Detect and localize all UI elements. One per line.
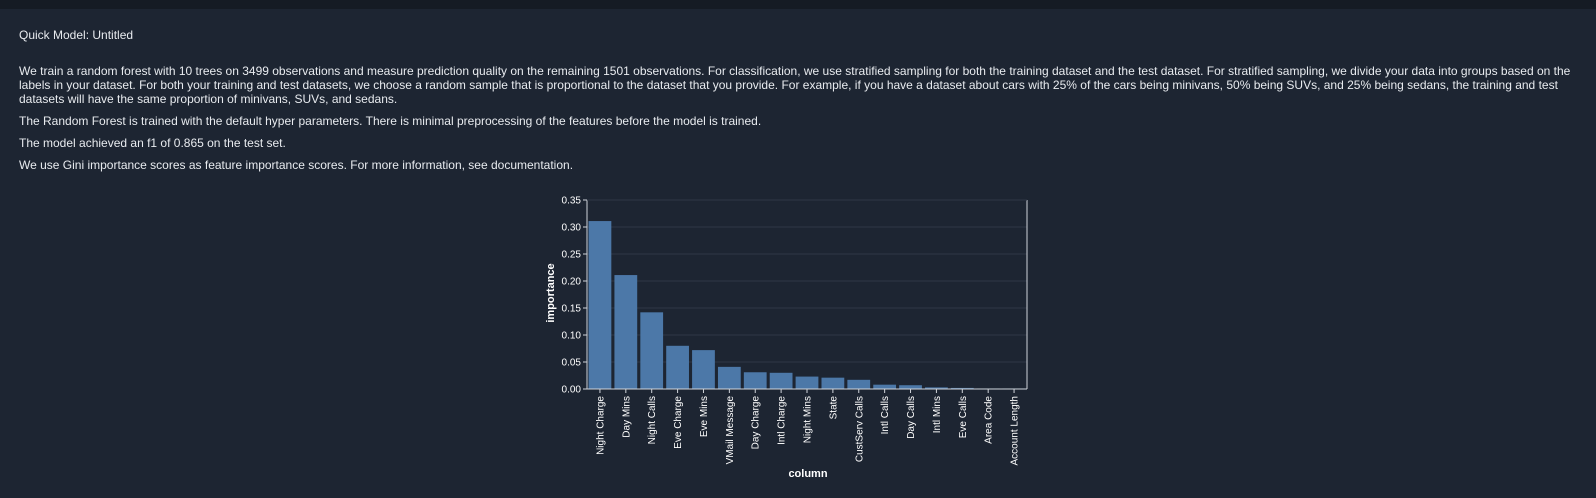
x-tick-label: CustServ Calls (854, 396, 865, 462)
axis-layer: 0.00 0.05 0.10 0.15 0.20 0.25 0.30 0.35 Night Ch… (562, 196, 1028, 466)
y-tick-label: 0.35 (562, 196, 582, 207)
bar (925, 387, 948, 389)
quick-model-panel: Quick Model: Untitled We train a random … (19, 28, 1589, 180)
y-tick-label: 0.00 (562, 385, 582, 396)
x-tick-label: Night Mins (803, 396, 814, 443)
x-tick-label: Eve Charge (673, 396, 684, 449)
y-tick-label: 0.15 (562, 304, 582, 315)
bar (692, 350, 715, 389)
description-paragraph-4: We use Gini importance scores as feature… (19, 158, 574, 172)
x-tick-label: Account Length (1010, 396, 1021, 466)
x-tick-label: State (828, 396, 839, 420)
x-tick-label: VMail Message (725, 396, 736, 465)
bar (717, 366, 741, 389)
y-axis-label: importance (545, 263, 557, 322)
x-tick-label: Day Charge (751, 396, 762, 450)
bar (899, 385, 922, 389)
x-tick-label: Day Mins (621, 396, 632, 438)
bar (640, 312, 664, 389)
bar (614, 275, 638, 389)
description-paragraph-1: We train a random forest with 10 trees o… (19, 64, 1571, 106)
bar (769, 372, 793, 389)
y-tick-label: 0.25 (562, 250, 582, 261)
x-tick-label: Area Code (984, 396, 995, 444)
description-paragraph-2: The Random Forest is trained with the de… (19, 114, 762, 128)
description-paragraph-3: The model achieved an f1 of 0.865 on the… (19, 136, 286, 150)
x-tick-label: Eve Mins (699, 396, 710, 437)
y-tick-label: 0.20 (562, 277, 582, 288)
x-tick-label: Day Calls (906, 396, 917, 439)
top-bar (0, 0, 1596, 9)
x-tick-label: Eve Calls (958, 396, 969, 438)
y-tick-label: 0.30 (562, 223, 582, 234)
x-tick-label: Intl Calls (880, 396, 891, 434)
bar (821, 377, 845, 389)
bar-layer (588, 221, 1026, 390)
page-title: Quick Model: Untitled (19, 28, 134, 42)
feature-importance-svg: 0.00 0.05 0.10 0.15 0.20 0.25 0.30 0.35 Night Ch… (545, 196, 1028, 480)
bar (795, 376, 819, 389)
bar (847, 379, 871, 389)
x-tick-label: Night Calls (647, 396, 658, 444)
x-tick-label: Intl Mins (932, 396, 943, 433)
bar (588, 221, 612, 389)
x-tick-label: Night Charge (595, 396, 606, 455)
x-tick-label: Intl Charge (777, 396, 788, 445)
y-tick-label: 0.05 (562, 358, 582, 369)
bar (743, 372, 767, 389)
feature-importance-chart: 0.00 0.05 0.10 0.15 0.20 0.25 0.30 0.35 Night Ch… (540, 193, 1060, 493)
bar (666, 345, 689, 389)
bar (950, 387, 974, 389)
bar (873, 384, 897, 389)
y-tick-label: 0.10 (562, 331, 582, 342)
x-axis-label: column (788, 468, 827, 480)
